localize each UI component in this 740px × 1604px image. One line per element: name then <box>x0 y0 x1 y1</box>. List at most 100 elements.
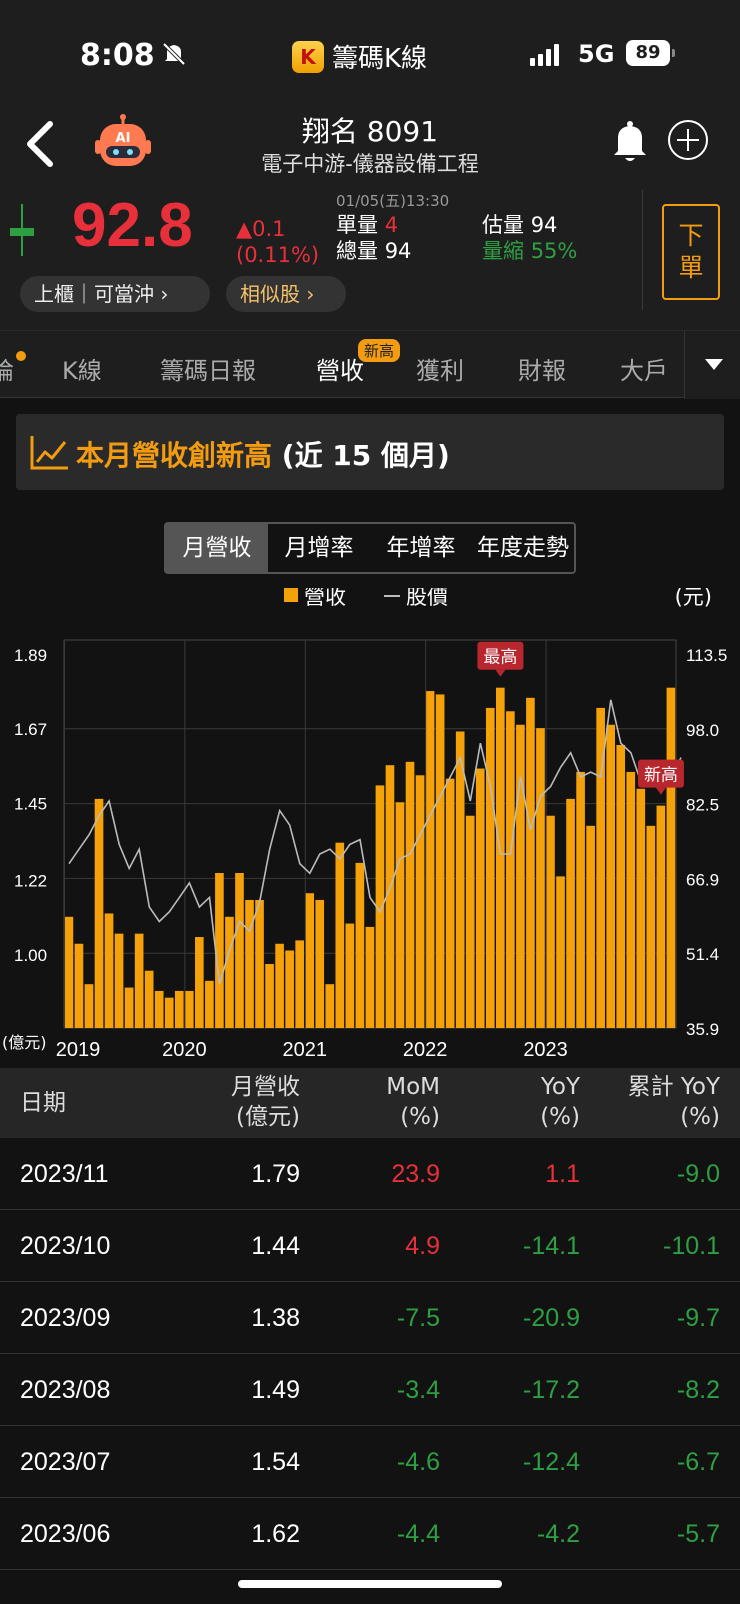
revenue-bar <box>74 943 84 1028</box>
status-bar: 8:08 K 籌碼K線 5G 89 <box>0 0 740 108</box>
revenue-bar <box>205 980 214 1028</box>
banner-text: 本月營收創新高 (近 15 個月) <box>76 434 450 474</box>
revenue-bar <box>636 788 646 1028</box>
svg-text:AI: AI <box>116 131 131 146</box>
row-revenue: 1.79 <box>251 1160 300 1188</box>
total-volume: 94 <box>384 239 412 263</box>
legend-revenue: 營收 <box>304 588 346 609</box>
row-cum-yoy: -10.1 <box>663 1232 720 1260</box>
table-row[interactable]: 2023/08 1.49 -3.4 -17.2 -8.2 <box>0 1354 740 1426</box>
tab-revenue[interactable]: 營收 <box>316 357 364 385</box>
tab-financials[interactable]: 財報 <box>518 357 566 385</box>
header-mom-l1: MoM <box>386 1074 440 1100</box>
revenue-bar <box>586 825 595 1028</box>
revenue-bar <box>325 984 335 1028</box>
revenue-bar <box>415 775 425 1028</box>
revenue-bar <box>84 984 94 1028</box>
more-tabs-dropdown-icon[interactable] <box>684 331 740 399</box>
row-date: 2023/11 <box>20 1160 109 1188</box>
header-yoy-l2: (%) <box>540 1104 580 1130</box>
table-row[interactable]: 2023/10 1.44 4.9 -14.1 -10.1 <box>0 1210 740 1282</box>
banner-highlight: 本月營收創新高 <box>76 439 273 472</box>
total-volume-label: 總量 <box>336 239 378 263</box>
revenue-bar <box>305 893 315 1028</box>
order-button[interactable]: 下單 <box>662 204 720 300</box>
price-line <box>68 699 682 985</box>
y-left-unit: (億元) <box>2 1033 47 1052</box>
x-tick: 2021 <box>283 1039 328 1061</box>
table-row[interactable]: 2023/09 1.38 -7.5 -20.9 -9.7 <box>0 1282 740 1354</box>
revenue-chart: 營收 股價 (元) 113.5 98.0 82.5 66.9 51.4 35.9 1.89 1.67… <box>2 588 727 1061</box>
segment-monthly-revenue[interactable]: 月營收 <box>166 524 268 572</box>
row-mom: 4.9 <box>405 1232 440 1260</box>
revenue-bar <box>345 923 355 1028</box>
row-revenue: 1.62 <box>251 1520 300 1548</box>
revenue-bar <box>596 707 605 1028</box>
stock-industry: 電子中游-儀器設備工程 <box>261 152 479 176</box>
row-mom: -3.4 <box>396 1376 440 1404</box>
revenue-bar <box>626 771 636 1028</box>
revenue-bar <box>546 815 555 1028</box>
stock-title: 翔名 8091 <box>301 115 439 148</box>
table-row[interactable]: 2023/06 1.62 -4.4 -4.2 -5.7 <box>0 1498 740 1570</box>
y-right-tick: 98.0 <box>686 721 719 740</box>
revenue-bar <box>174 990 184 1028</box>
market-chip[interactable]: 上櫃｜可當沖 › <box>20 276 210 312</box>
segment-mom[interactable]: 月增率 <box>284 535 354 561</box>
revenue-bar <box>465 815 475 1028</box>
revenue-bar <box>445 778 455 1028</box>
header-revenue: 月營收 (億元) <box>231 1072 300 1132</box>
revenue-bar <box>606 724 616 1028</box>
add-watchlist-icon[interactable] <box>668 120 708 160</box>
similar-stocks-chip[interactable]: 相似股 › <box>226 276 346 312</box>
x-tick: 2022 <box>403 1039 448 1061</box>
row-yoy: -12.4 <box>523 1448 580 1476</box>
revenue-bar <box>556 876 565 1028</box>
tab-chip-daily[interactable]: 籌碼日報 <box>160 357 256 385</box>
header-mom-l2: (%) <box>400 1104 440 1130</box>
revenue-bar <box>195 937 204 1028</box>
header-cum-yoy-l1: 累計 YoY <box>627 1074 720 1100</box>
tab-discussion[interactable]: 論 <box>0 357 14 385</box>
segment-yearly-trend[interactable]: 年度走勢 <box>477 535 569 561</box>
row-revenue: 1.44 <box>251 1232 300 1260</box>
revenue-banner: 本月營收創新高 (近 15 個月) <box>16 414 724 490</box>
tab-major-holders[interactable]: 大戶 <box>620 357 668 385</box>
revenue-view-selector: 月營收 月增率 年增率 年度走勢 <box>164 522 576 574</box>
annotation-label: 新高 <box>644 766 678 786</box>
row-cum-yoy: -8.2 <box>676 1376 720 1404</box>
back-icon[interactable] <box>14 114 64 174</box>
header-mom: MoM (%) <box>386 1072 440 1132</box>
stock-header: AI 翔名 8091 電子中游-儀器設備工程 92.8 ▲0.1 (0.11%)… <box>0 108 740 330</box>
annotation-box <box>637 759 684 788</box>
revenue-bar <box>104 913 114 1028</box>
table-row[interactable]: 2023/07 1.54 -4.6 -12.4 -6.7 <box>0 1426 740 1498</box>
tab-kline[interactable]: K線 <box>62 357 102 385</box>
annotation-pointer <box>655 787 666 795</box>
revenue-bar <box>646 825 656 1028</box>
revenue-bar <box>94 798 104 1028</box>
ai-robot-icon[interactable]: AI <box>92 114 154 172</box>
banner-suffix: (近 15 個月) <box>281 439 450 472</box>
row-revenue: 1.54 <box>251 1448 300 1476</box>
table-header: 日期 月營收 (億元) MoM (%) YoY (%) 累計 YoY (%) <box>0 1068 740 1138</box>
order-button-label: 下單 <box>678 221 704 282</box>
revenue-bar <box>235 873 244 1028</box>
revenue-bar <box>225 916 234 1028</box>
header-cum-yoy-l2: (%) <box>680 1104 720 1130</box>
x-tick: 2020 <box>162 1039 207 1061</box>
stock-price: 92.8 <box>72 191 193 260</box>
home-indicator[interactable] <box>238 1580 502 1588</box>
segment-yoy[interactable]: 年增率 <box>386 535 456 561</box>
x-tick: 2019 <box>56 1039 101 1061</box>
row-yoy: -20.9 <box>523 1304 580 1332</box>
row-revenue: 1.38 <box>251 1304 300 1332</box>
quote-datetime: 01/05(五)13:30 <box>336 192 450 210</box>
row-yoy: -17.2 <box>523 1376 580 1404</box>
table-row[interactable]: 2023/11 1.79 23.9 1.1 -9.0 <box>0 1138 740 1210</box>
legend-price: 股價 <box>406 588 448 609</box>
revenue-bar <box>435 694 445 1028</box>
row-yoy: 1.1 <box>545 1160 580 1188</box>
tab-profit[interactable]: 獲利 <box>416 357 464 385</box>
alert-bell-icon[interactable] <box>610 120 650 164</box>
